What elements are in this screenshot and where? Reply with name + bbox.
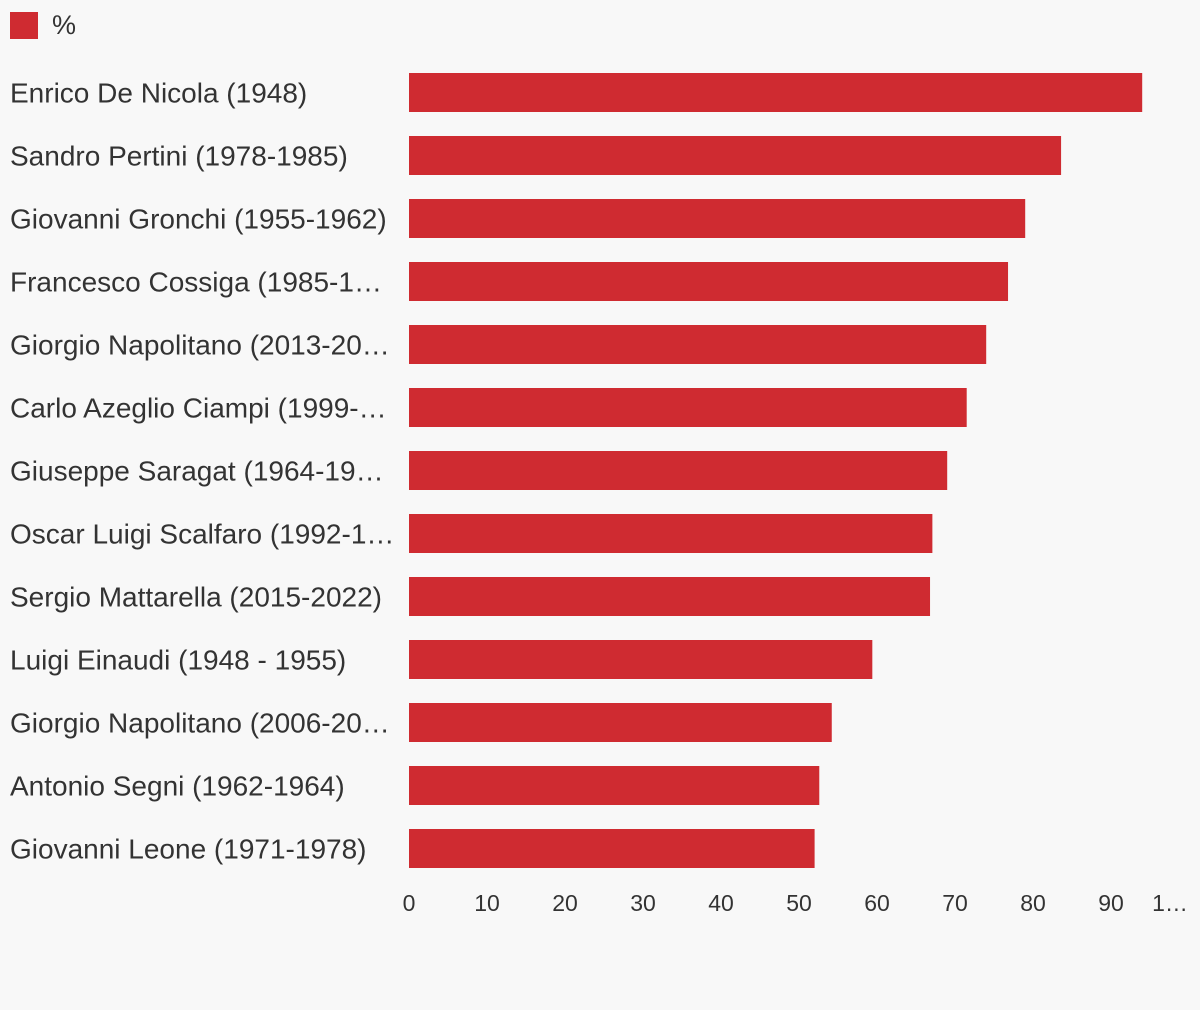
bar[interactable] xyxy=(409,514,933,553)
legend-label: % xyxy=(52,10,77,40)
category-label: Oscar Luigi Scalfaro (1992-1… xyxy=(10,519,394,550)
bar[interactable] xyxy=(409,262,1009,301)
category-label: Giovanni Gronchi (1955-1962) xyxy=(10,204,387,235)
bar[interactable] xyxy=(409,199,1026,238)
x-tick-label: 70 xyxy=(942,890,968,916)
legend: % xyxy=(10,10,76,40)
category-label: Enrico De Nicola (1948) xyxy=(10,78,307,109)
x-tick-label: 1… xyxy=(1152,890,1188,916)
category-label: Giorgio Napolitano (2013-20… xyxy=(10,330,390,361)
category-label: Giuseppe Saragat (1964-19… xyxy=(10,456,384,487)
x-tick-label: 30 xyxy=(630,890,656,916)
category-label: Giorgio Napolitano (2006-20… xyxy=(10,708,390,739)
bar[interactable] xyxy=(409,388,967,427)
bar[interactable] xyxy=(409,829,815,868)
category-label: Francesco Cossiga (1985-1… xyxy=(10,267,382,298)
x-tick-label: 50 xyxy=(786,890,812,916)
category-label: Antonio Segni (1962-1964) xyxy=(10,771,345,802)
bar[interactable] xyxy=(409,73,1143,112)
x-tick-label: 60 xyxy=(864,890,890,916)
category-label: Sandro Pertini (1978-1985) xyxy=(10,141,348,172)
legend-swatch xyxy=(10,11,38,39)
category-label: Luigi Einaudi (1948 - 1955) xyxy=(10,645,346,676)
x-tick-label: 40 xyxy=(708,890,734,916)
bar[interactable] xyxy=(409,451,948,490)
bar[interactable] xyxy=(409,136,1062,175)
bar[interactable] xyxy=(409,640,873,679)
x-tick-label: 10 xyxy=(474,890,500,916)
category-label: Carlo Azeglio Ciampi (1999-… xyxy=(10,393,387,424)
bar[interactable] xyxy=(409,766,820,805)
x-tick-label: 80 xyxy=(1020,890,1046,916)
category-label: Sergio Mattarella (2015-2022) xyxy=(10,582,382,613)
x-tick-label: 0 xyxy=(403,890,416,916)
bar[interactable] xyxy=(409,703,832,742)
bar[interactable] xyxy=(409,577,931,616)
x-tick-label: 20 xyxy=(552,890,578,916)
category-label: Giovanni Leone (1971-1978) xyxy=(10,834,366,865)
x-tick-label: 90 xyxy=(1098,890,1124,916)
bar[interactable] xyxy=(409,325,987,364)
